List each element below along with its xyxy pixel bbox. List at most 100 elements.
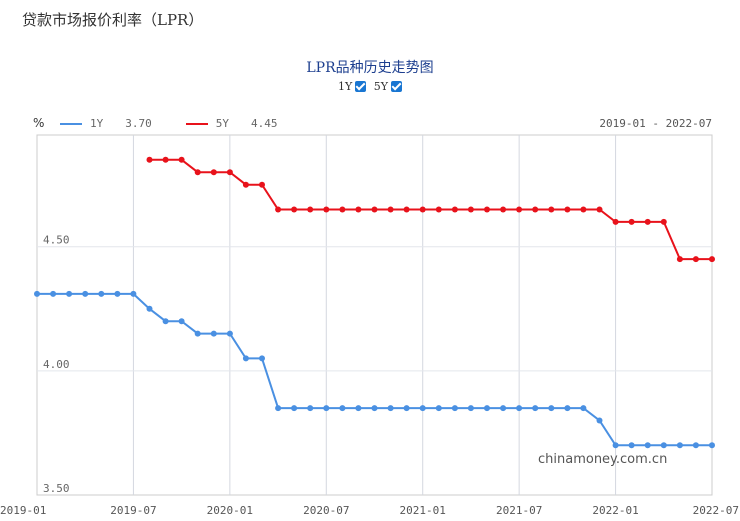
data-point-1y bbox=[451, 405, 458, 412]
data-point-5y bbox=[355, 206, 362, 213]
data-point-1y bbox=[580, 405, 587, 412]
data-point-5y bbox=[226, 169, 233, 176]
x-tick-label: 2019-01 bbox=[0, 504, 46, 517]
data-point-1y bbox=[275, 405, 282, 412]
data-point-1y bbox=[323, 405, 330, 412]
y-tick-label: 4.50 bbox=[43, 234, 70, 247]
data-point-5y bbox=[644, 218, 651, 225]
data-point-1y bbox=[564, 405, 571, 412]
data-point-5y bbox=[178, 156, 185, 163]
data-point-1y bbox=[709, 442, 715, 449]
data-point-5y bbox=[162, 156, 169, 163]
toggle-5y[interactable]: 5Y bbox=[373, 80, 403, 93]
y-tick-label: 4.00 bbox=[43, 358, 70, 371]
data-point-5y bbox=[275, 206, 282, 213]
data-point-1y bbox=[467, 405, 474, 412]
series-line-5y bbox=[149, 158, 712, 261]
legend-swatch-1y bbox=[60, 122, 82, 125]
toggle-5y-label: 5Y bbox=[373, 80, 389, 93]
data-point-1y bbox=[676, 442, 683, 449]
data-point-1y bbox=[291, 405, 298, 412]
data-point-1y bbox=[516, 405, 523, 412]
data-point-1y bbox=[371, 405, 378, 412]
data-point-5y bbox=[387, 206, 394, 213]
legend: 1Y 3.70 5Y 4.45 bbox=[60, 117, 312, 130]
toggle-5y-checkbox[interactable] bbox=[391, 81, 403, 92]
data-point-1y bbox=[162, 318, 169, 325]
x-tick-label: 2019-07 bbox=[110, 504, 156, 517]
y-axis-unit: % bbox=[33, 116, 45, 130]
data-point-1y bbox=[98, 290, 105, 297]
data-point-5y bbox=[484, 206, 490, 213]
toggle-1y-checkbox[interactable] bbox=[355, 81, 367, 92]
data-point-1y bbox=[307, 405, 314, 412]
x-tick-label: 2022-07 bbox=[693, 504, 739, 517]
series-toggles: 1Y 5Y bbox=[0, 80, 740, 93]
y-tick-label: 3.50 bbox=[43, 482, 70, 495]
data-point-5y bbox=[323, 206, 330, 213]
data-point-5y bbox=[146, 156, 153, 163]
data-point-1y bbox=[500, 405, 507, 412]
data-point-5y bbox=[451, 206, 458, 213]
data-point-1y bbox=[628, 442, 635, 449]
data-point-1y bbox=[660, 442, 667, 449]
data-point-5y bbox=[291, 206, 298, 213]
data-point-1y bbox=[612, 442, 619, 449]
data-point-1y bbox=[339, 405, 346, 412]
data-point-5y bbox=[628, 218, 635, 225]
data-point-1y bbox=[34, 290, 40, 297]
data-point-1y bbox=[435, 405, 442, 412]
data-point-5y bbox=[548, 206, 555, 213]
page-title: 贷款市场报价利率（LPR） bbox=[22, 11, 204, 29]
legend-swatch-5y bbox=[185, 122, 208, 125]
legend-value-1y: 3.70 bbox=[125, 117, 152, 130]
data-point-5y bbox=[500, 206, 507, 213]
data-point-5y bbox=[532, 206, 539, 213]
data-point-5y bbox=[435, 206, 442, 213]
legend-name-5y: 5Y bbox=[215, 117, 229, 130]
data-point-1y bbox=[114, 290, 121, 297]
data-point-1y bbox=[130, 290, 137, 297]
data-point-5y bbox=[467, 206, 474, 213]
legend-item-5y[interactable]: 5Y 4.45 bbox=[185, 117, 278, 130]
data-point-5y bbox=[307, 206, 314, 213]
data-point-1y bbox=[242, 355, 249, 362]
data-point-1y bbox=[532, 405, 539, 412]
toggle-1y[interactable]: 1Y bbox=[337, 80, 367, 93]
data-point-5y bbox=[371, 206, 378, 213]
data-point-1y bbox=[210, 330, 217, 337]
data-point-1y bbox=[548, 405, 555, 412]
data-point-5y bbox=[612, 218, 619, 225]
data-point-5y bbox=[709, 256, 715, 263]
data-point-1y bbox=[178, 318, 185, 325]
legend-item-1y[interactable]: 1Y 3.70 bbox=[60, 117, 152, 130]
data-point-5y bbox=[516, 206, 523, 213]
data-point-5y bbox=[596, 206, 603, 213]
data-point-5y bbox=[259, 181, 265, 188]
toggle-1y-label: 1Y bbox=[337, 80, 353, 93]
data-point-5y bbox=[242, 181, 249, 188]
x-tick-label: 2020-07 bbox=[303, 504, 349, 517]
data-point-5y bbox=[339, 206, 346, 213]
legend-value-5y: 4.45 bbox=[251, 117, 278, 130]
x-tick-label: 2020-01 bbox=[207, 504, 253, 517]
data-point-1y bbox=[259, 355, 265, 362]
data-point-1y bbox=[419, 405, 426, 412]
data-point-1y bbox=[146, 305, 153, 312]
chart-title: LPR品种历史走势图 bbox=[306, 60, 434, 76]
watermark: chinamoney.com.cn bbox=[538, 452, 668, 467]
x-tick-label: 2021-01 bbox=[400, 504, 446, 517]
data-point-5y bbox=[692, 256, 699, 263]
plot-frame bbox=[36, 134, 713, 496]
data-point-1y bbox=[484, 405, 490, 412]
series-line-1y bbox=[37, 292, 712, 447]
data-point-5y bbox=[403, 206, 410, 213]
data-point-1y bbox=[387, 405, 394, 412]
data-point-5y bbox=[580, 206, 587, 213]
data-point-1y bbox=[596, 417, 603, 424]
data-point-1y bbox=[226, 330, 233, 337]
data-point-1y bbox=[194, 330, 201, 337]
data-point-1y bbox=[82, 290, 89, 297]
data-point-1y bbox=[403, 405, 410, 412]
data-point-5y bbox=[419, 206, 426, 213]
